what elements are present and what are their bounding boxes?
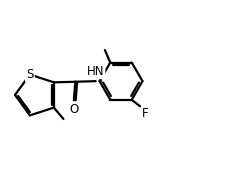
Text: S: S xyxy=(26,68,34,81)
Text: F: F xyxy=(142,107,148,120)
Text: O: O xyxy=(69,103,78,116)
Text: HN: HN xyxy=(87,65,104,78)
